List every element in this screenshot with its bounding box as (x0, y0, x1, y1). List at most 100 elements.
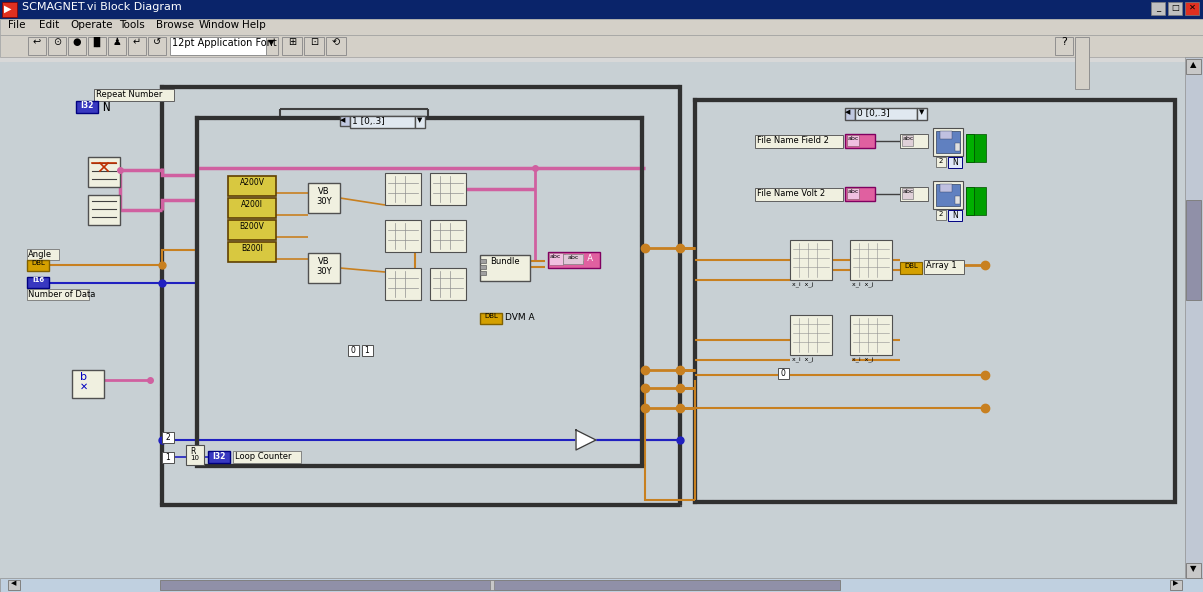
Bar (26, 249, 59, 260)
Bar (148, 37, 166, 55)
Text: 1: 1 (365, 346, 369, 355)
Bar (695, 100, 1175, 502)
Text: File Name Volt 2: File Name Volt 2 (757, 189, 825, 198)
Bar (1075, 37, 1089, 89)
Bar (902, 135, 913, 146)
Bar (917, 108, 928, 120)
Text: 1 [0,.3]: 1 [0,.3] (352, 117, 385, 126)
Text: Window: Window (198, 20, 239, 30)
Bar (0, 578, 1203, 592)
Bar (1151, 2, 1165, 15)
Text: ⊞: ⊞ (288, 37, 296, 47)
Bar (229, 176, 275, 196)
Text: File Name Field 2: File Name Field 2 (757, 136, 829, 145)
Bar (948, 157, 962, 168)
Text: ⟲: ⟲ (332, 37, 340, 47)
Bar (0, 35, 1203, 57)
Bar (948, 210, 962, 221)
Bar (429, 173, 466, 205)
Bar (855, 108, 917, 120)
Text: Array 1: Array 1 (926, 261, 956, 270)
Text: Edit: Edit (40, 20, 59, 30)
Text: Number of Data: Number of Data (28, 290, 95, 299)
Text: abc: abc (550, 254, 562, 259)
Bar (936, 184, 960, 206)
Bar (955, 196, 960, 204)
Text: x_i  x_j: x_i x_j (792, 281, 813, 287)
Bar (955, 143, 960, 151)
Bar (429, 220, 466, 252)
Bar (902, 188, 913, 199)
Bar (266, 37, 278, 55)
Text: ▲: ▲ (1190, 60, 1196, 69)
Bar (88, 157, 120, 187)
Text: Browse: Browse (156, 20, 194, 30)
Text: I16: I16 (32, 277, 45, 283)
Text: DBL: DBL (905, 263, 918, 269)
Text: 30Y: 30Y (316, 197, 332, 206)
Text: ?: ? (1061, 37, 1067, 47)
Bar (755, 135, 843, 148)
Text: ⊙: ⊙ (53, 37, 61, 47)
Bar (1055, 37, 1073, 55)
Bar (480, 271, 486, 275)
Bar (549, 252, 600, 268)
Text: ↩: ↩ (32, 37, 41, 47)
Bar (385, 268, 421, 300)
Bar (429, 268, 466, 300)
Bar (308, 253, 340, 283)
Bar (197, 118, 642, 466)
Bar (490, 580, 494, 590)
Text: SCMAGNET.vi Block Diagram: SCMAGNET.vi Block Diagram (22, 2, 182, 12)
Text: x_i  x_j: x_i x_j (852, 356, 873, 362)
Bar (936, 157, 946, 167)
Bar (934, 128, 962, 156)
Bar (480, 265, 486, 269)
Bar (0, 57, 1203, 62)
Bar (936, 210, 946, 220)
Text: ◀: ◀ (340, 117, 345, 123)
Text: ▶: ▶ (1173, 580, 1179, 586)
Text: ◀: ◀ (11, 580, 17, 586)
Bar (0, 0, 1203, 19)
Text: 2: 2 (938, 211, 943, 217)
Text: I32: I32 (212, 452, 226, 461)
Text: ↺: ↺ (153, 37, 161, 47)
Text: N: N (952, 211, 958, 220)
Text: 2: 2 (938, 158, 943, 164)
Text: ◀: ◀ (845, 109, 851, 115)
Text: 2: 2 (166, 433, 171, 442)
Text: 0: 0 (781, 369, 786, 378)
Bar (385, 173, 421, 205)
Bar (0, 19, 1203, 35)
Bar (229, 220, 275, 240)
Bar (1186, 563, 1201, 578)
Bar (26, 289, 89, 300)
Bar (974, 187, 986, 215)
Bar (549, 253, 563, 265)
Text: x_i  x_j: x_i x_j (792, 356, 813, 362)
Bar (480, 259, 486, 263)
Bar (48, 37, 66, 55)
Bar (924, 260, 964, 274)
Text: VB: VB (318, 257, 330, 266)
Bar (162, 87, 680, 505)
Text: ♟: ♟ (113, 37, 122, 47)
Text: DBL: DBL (484, 313, 498, 319)
Text: A200V: A200V (239, 178, 265, 187)
Text: B200I: B200I (241, 244, 263, 253)
Text: abc: abc (903, 136, 914, 141)
Bar (845, 134, 875, 148)
Bar (26, 260, 49, 271)
Text: abc: abc (848, 189, 859, 194)
Text: B200V: B200V (239, 222, 265, 231)
Text: R: R (190, 447, 195, 456)
Bar (28, 37, 46, 55)
Text: N: N (952, 158, 958, 167)
Bar (940, 184, 952, 192)
Text: abc: abc (568, 255, 579, 260)
Bar (563, 254, 583, 264)
Bar (208, 451, 230, 463)
Bar (160, 580, 840, 590)
Bar (348, 345, 358, 356)
